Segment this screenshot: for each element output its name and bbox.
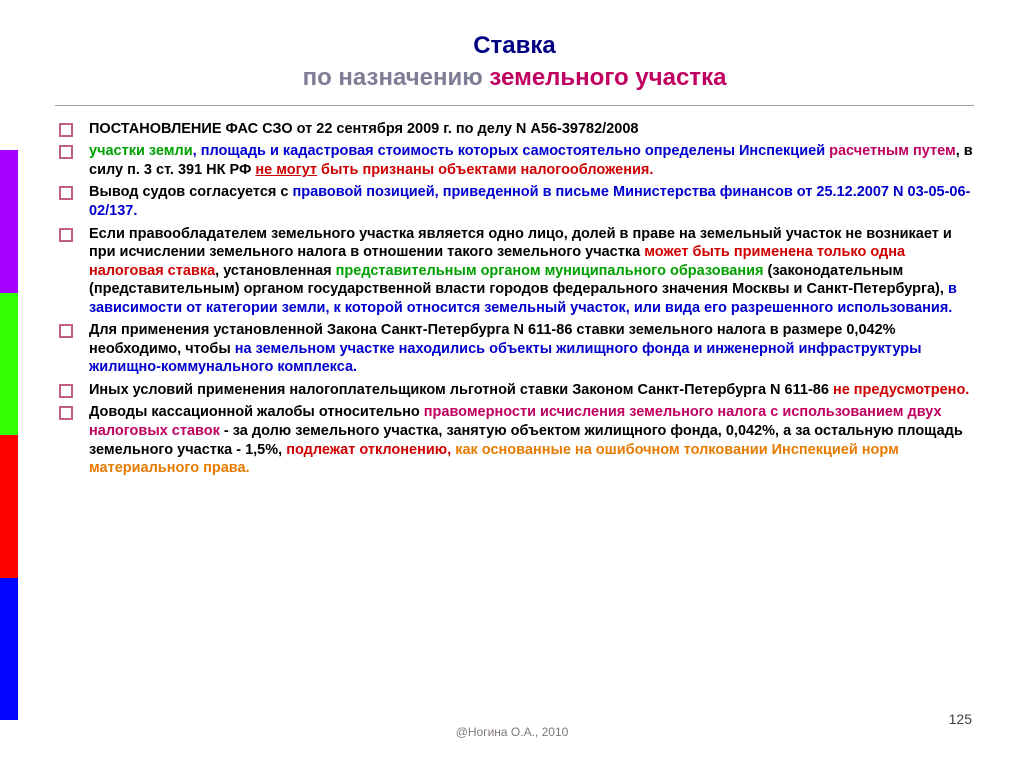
text-segment: , площадь и кадастровая стоимость которы… <box>193 143 829 159</box>
footer-text: @Ногина О.А., 2010 <box>0 725 1024 739</box>
bullet-item: Для применения установленной Закона Санк… <box>81 321 974 377</box>
bullet-item: участки земли, площадь и кадастровая сто… <box>81 142 974 179</box>
bullet-item: ПОСТАНОВЛЕНИЕ ФАС СЗО от 22 сентября 200… <box>81 120 974 139</box>
bullet-item: Доводы кассационной жалобы относительно … <box>81 403 974 477</box>
slide-title: Ставка по назначению земельного участка <box>55 30 974 95</box>
text-segment: представительным органом муниципального … <box>336 263 764 279</box>
text-segment: участки земли <box>89 143 193 159</box>
page-number: 125 <box>949 711 972 727</box>
bullet-list: ПОСТАНОВЛЕНИЕ ФАС СЗО от 22 сентября 200… <box>55 120 974 478</box>
text-segment: Иных условий применения налогоплательщик… <box>89 382 833 398</box>
text-segment: расчетным путем <box>829 143 956 159</box>
bullet-item: Если правообладателем земельного участка… <box>81 225 974 318</box>
bullet-item: Иных условий применения налогоплательщик… <box>81 381 974 400</box>
sidebar-seg-4 <box>0 578 18 721</box>
text-segment: Вывод судов согласуется с <box>89 184 293 200</box>
text-segment: подлежат отклонению, <box>286 442 455 458</box>
text-segment: ПОСТАНОВЛЕНИЕ ФАС СЗО от 22 сентября 200… <box>89 121 638 137</box>
text-segment: не могут <box>255 162 317 178</box>
sidebar-seg-2 <box>0 293 18 436</box>
text-segment: не предусмотрено. <box>833 382 969 398</box>
title-line1: Ставка <box>473 32 556 59</box>
color-sidebar <box>0 150 18 720</box>
title-divider <box>55 105 974 106</box>
sidebar-seg-1 <box>0 150 18 293</box>
slide-content: Ставка по назначению земельного участка … <box>0 0 1024 492</box>
text-segment: , установленная <box>215 263 335 279</box>
bullet-item: Вывод судов согласуется с правовой позиц… <box>81 183 974 220</box>
text-segment: быть признаны объектами налогообложения. <box>317 162 653 178</box>
text-segment: Доводы кассационной жалобы относительно <box>89 404 424 420</box>
title-line2a: по назначению <box>303 64 490 91</box>
sidebar-seg-3 <box>0 435 18 578</box>
title-line2b: земельного участка <box>489 64 726 91</box>
